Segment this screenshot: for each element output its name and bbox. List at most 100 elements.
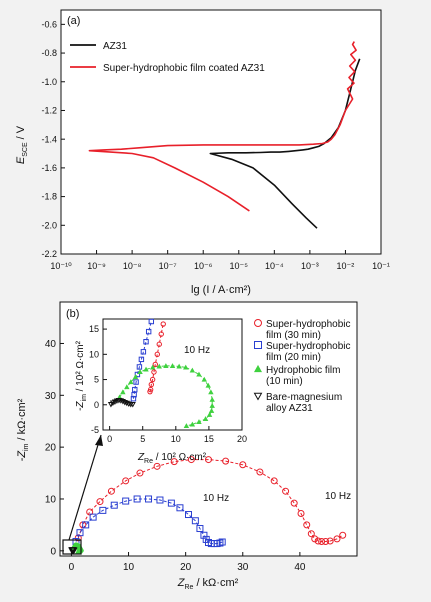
panel-b-legend-label-super-hydrophobic-film-20-min: Super-hydrophobic film (20 min)	[266, 341, 351, 363]
inset-point-hydrophobic-film-10-min	[183, 423, 190, 429]
inset-point-super-hydrophobic-film-30-min	[158, 331, 164, 337]
inset-point-hydrophobic-film-10-min	[189, 367, 196, 373]
inset-annotation-10hz: 10 Hz	[184, 345, 210, 356]
panel-a-x-axis-label: lg (I / A·cm²)	[191, 284, 251, 296]
panel-b-point-super-hydrophobic-film-20-min	[216, 539, 224, 547]
inset-point-hydrophobic-film-10-min	[143, 366, 149, 372]
inset-series	[107, 318, 215, 429]
inset-point-hydrophobic-film-10-min	[196, 371, 202, 377]
panel-a-y-tick-label: -1.0	[41, 77, 57, 87]
panel-a-series	[88, 41, 361, 229]
panel-a-legend-label-super-hydrophobic-film-coated-az31: Super-hydrophobic film coated AZ31	[103, 63, 265, 74]
inset-point-super-hydrophobic-film-20-min	[134, 371, 141, 378]
panel-b-point-super-hydrophobic-film-30-min	[318, 537, 326, 545]
panel-b-point-super-hydrophobic-film-30-min	[170, 458, 178, 466]
inset-point-hydrophobic-film-10-min	[176, 363, 182, 369]
inset-y-tick-label: 5	[94, 375, 99, 385]
panel-b-legend-marker-super-hydrophobic-film-30-min	[254, 319, 262, 327]
panel-a-y-axis-label: ESCE / V	[15, 125, 29, 164]
panel-b-point-super-hydrophobic-film-20-min	[145, 495, 153, 503]
inset-point-bare-magnesium-alloy-az31	[129, 402, 136, 408]
inset-point-hydrophobic-film-10-min	[128, 379, 134, 385]
inset-point-super-hydrophobic-film-20-min	[143, 339, 149, 345]
panel-a-x-tick-label: 10⁻⁵	[230, 261, 249, 271]
panel-b-series-line-super-hydrophobic-film-30-min	[77, 459, 343, 542]
inset-point-super-hydrophobic-film-30-min	[156, 341, 162, 347]
panel-b-x-tick-label: 20	[180, 562, 192, 573]
panel-a-plot-frame	[60, 9, 382, 255]
inset-point-hydrophobic-film-10-min	[169, 363, 176, 368]
inset-point-super-hydrophobic-film-30-min	[151, 369, 157, 375]
zoom-arrow-head	[95, 435, 103, 446]
inset-axes: 0 5 10 15 20 -5 0 5 10 15	[89, 324, 247, 444]
panel-b-point-super-hydrophobic-film-20-min	[76, 529, 84, 537]
inset-x-tick-label: 20	[237, 434, 247, 444]
panel-b-x-tick-label: 0	[69, 562, 75, 573]
panel-a-x-tick-label: 10⁻³	[301, 261, 319, 271]
inset-x-tick-label: 5	[140, 434, 145, 444]
inset-point-hydrophobic-film-10-min	[209, 396, 215, 402]
panel-b-point-super-hydrophobic-film-30-min	[270, 477, 278, 485]
panel-b-point-super-hydrophobic-film-30-min	[307, 530, 315, 538]
inset-point-bare-magnesium-alloy-az31	[107, 402, 114, 408]
panel-b-legend-marker-super-hydrophobic-film-20-min	[254, 341, 262, 349]
inset-y-tick-label: -5	[91, 425, 99, 435]
panel-a-y-tick-label: -1.8	[41, 192, 57, 202]
inset-point-super-hydrophobic-film-20-min	[136, 364, 143, 370]
inset-x-tick-label: 15	[204, 434, 214, 444]
inset-point-bare-magnesium-alloy-az31	[123, 400, 130, 407]
inset-point-hydrophobic-film-10-min	[208, 389, 214, 395]
zoom-indicator	[62, 434, 103, 555]
panel-a-x-tick-label: 10⁻⁸	[123, 261, 142, 271]
panel-b-point-super-hydrophobic-film-20-min	[89, 513, 97, 521]
panel-b-point-super-hydrophobic-film-30-min	[136, 469, 144, 477]
panel-b-legend-marker-bare-magnesium-alloy-az31	[253, 392, 263, 401]
inset-point-super-hydrophobic-film-30-min	[149, 376, 156, 383]
panel-b-point-super-hydrophobic-film-30-min	[122, 477, 130, 485]
inset-point-super-hydrophobic-film-20-min	[145, 328, 152, 335]
inset-point-hydrophobic-film-10-min	[183, 364, 189, 370]
panel-b-point-super-hydrophobic-film-20-min	[99, 506, 107, 514]
panel-a-y-tick-label: -0.8	[41, 48, 57, 58]
inset-x-tick-label: 0	[107, 434, 112, 444]
inset-point-super-hydrophobic-film-20-min	[140, 349, 147, 355]
panel-a-y-tick-label: -1.6	[41, 163, 57, 173]
panel-b-point-super-hydrophobic-film-20-min	[110, 501, 118, 509]
panel-b-point-super-hydrophobic-film-20-min	[133, 495, 141, 503]
inset-point-hydrophobic-film-10-min	[202, 416, 209, 421]
inset-y-tick-label: 0	[94, 400, 99, 410]
panel-a-x-tick-label: 10⁻⁶	[194, 261, 213, 271]
panel-b-legend-label-super-hydrophobic-film-30-min: Super-hydrophobic film (30 min)	[266, 319, 351, 341]
zoom-arrow	[68, 434, 102, 541]
panel-a-x-tick-label: 10⁻⁹	[87, 261, 106, 271]
inset-point-hydrophobic-film-10-min	[124, 384, 130, 390]
panel-a-label: (a)	[67, 15, 80, 27]
inset-point-super-hydrophobic-film-30-min	[147, 386, 154, 393]
panel-b-point-super-hydrophobic-film-20-min	[122, 497, 130, 505]
inset-series-line-super-hydrophobic-film-20-min	[132, 321, 152, 399]
inset-point-hydrophobic-film-10-min	[205, 382, 211, 388]
panel-b-legend-label-hydrophobic-film-10-min: Hydrophobic film (10 min)	[266, 365, 340, 387]
inset-point-hydrophobic-film-10-min	[206, 412, 213, 417]
panel-b-point-super-hydrophobic-film-30-min	[239, 461, 247, 469]
panel-a-legend-label-az31: AZ31	[103, 41, 127, 52]
panel-b-annotation-10hz-blue: 10 Hz	[203, 493, 229, 504]
panel-b-point-super-hydrophobic-film-30-min	[96, 498, 104, 506]
panel-b-annotation-10hz-red: 10 Hz	[325, 491, 351, 502]
panel-b-y-tick-label: 0	[50, 546, 56, 557]
panel-b-point-super-hydrophobic-film-30-min	[311, 535, 319, 543]
inset-point-super-hydrophobic-film-30-min	[160, 321, 166, 327]
panel-b-point-super-hydrophobic-film-30-min	[187, 456, 195, 464]
panel-b-y-tick-label: 10	[45, 494, 57, 505]
panel-b-x-axis-label: ZRe / kΩ·cm²	[177, 577, 239, 591]
inset-point-super-hydrophobic-film-20-min	[132, 386, 138, 393]
panel-b-point-super-hydrophobic-film-20-min	[196, 525, 204, 533]
panel-b-axes: 0 10 20 30 40 0 10 20 30 40	[45, 339, 306, 573]
inset-point-super-hydrophobic-film-30-min	[154, 351, 160, 358]
inset-point-bare-magnesium-alloy-az31	[121, 399, 128, 406]
panel-b-x-tick-label: 30	[237, 562, 249, 573]
panel-b-y-tick-label: 20	[45, 443, 57, 454]
inset-point-hydrophobic-film-10-min	[189, 421, 196, 427]
panel-b-x-tick-label: 10	[123, 562, 135, 573]
inset-point-super-hydrophobic-film-20-min	[148, 318, 155, 325]
